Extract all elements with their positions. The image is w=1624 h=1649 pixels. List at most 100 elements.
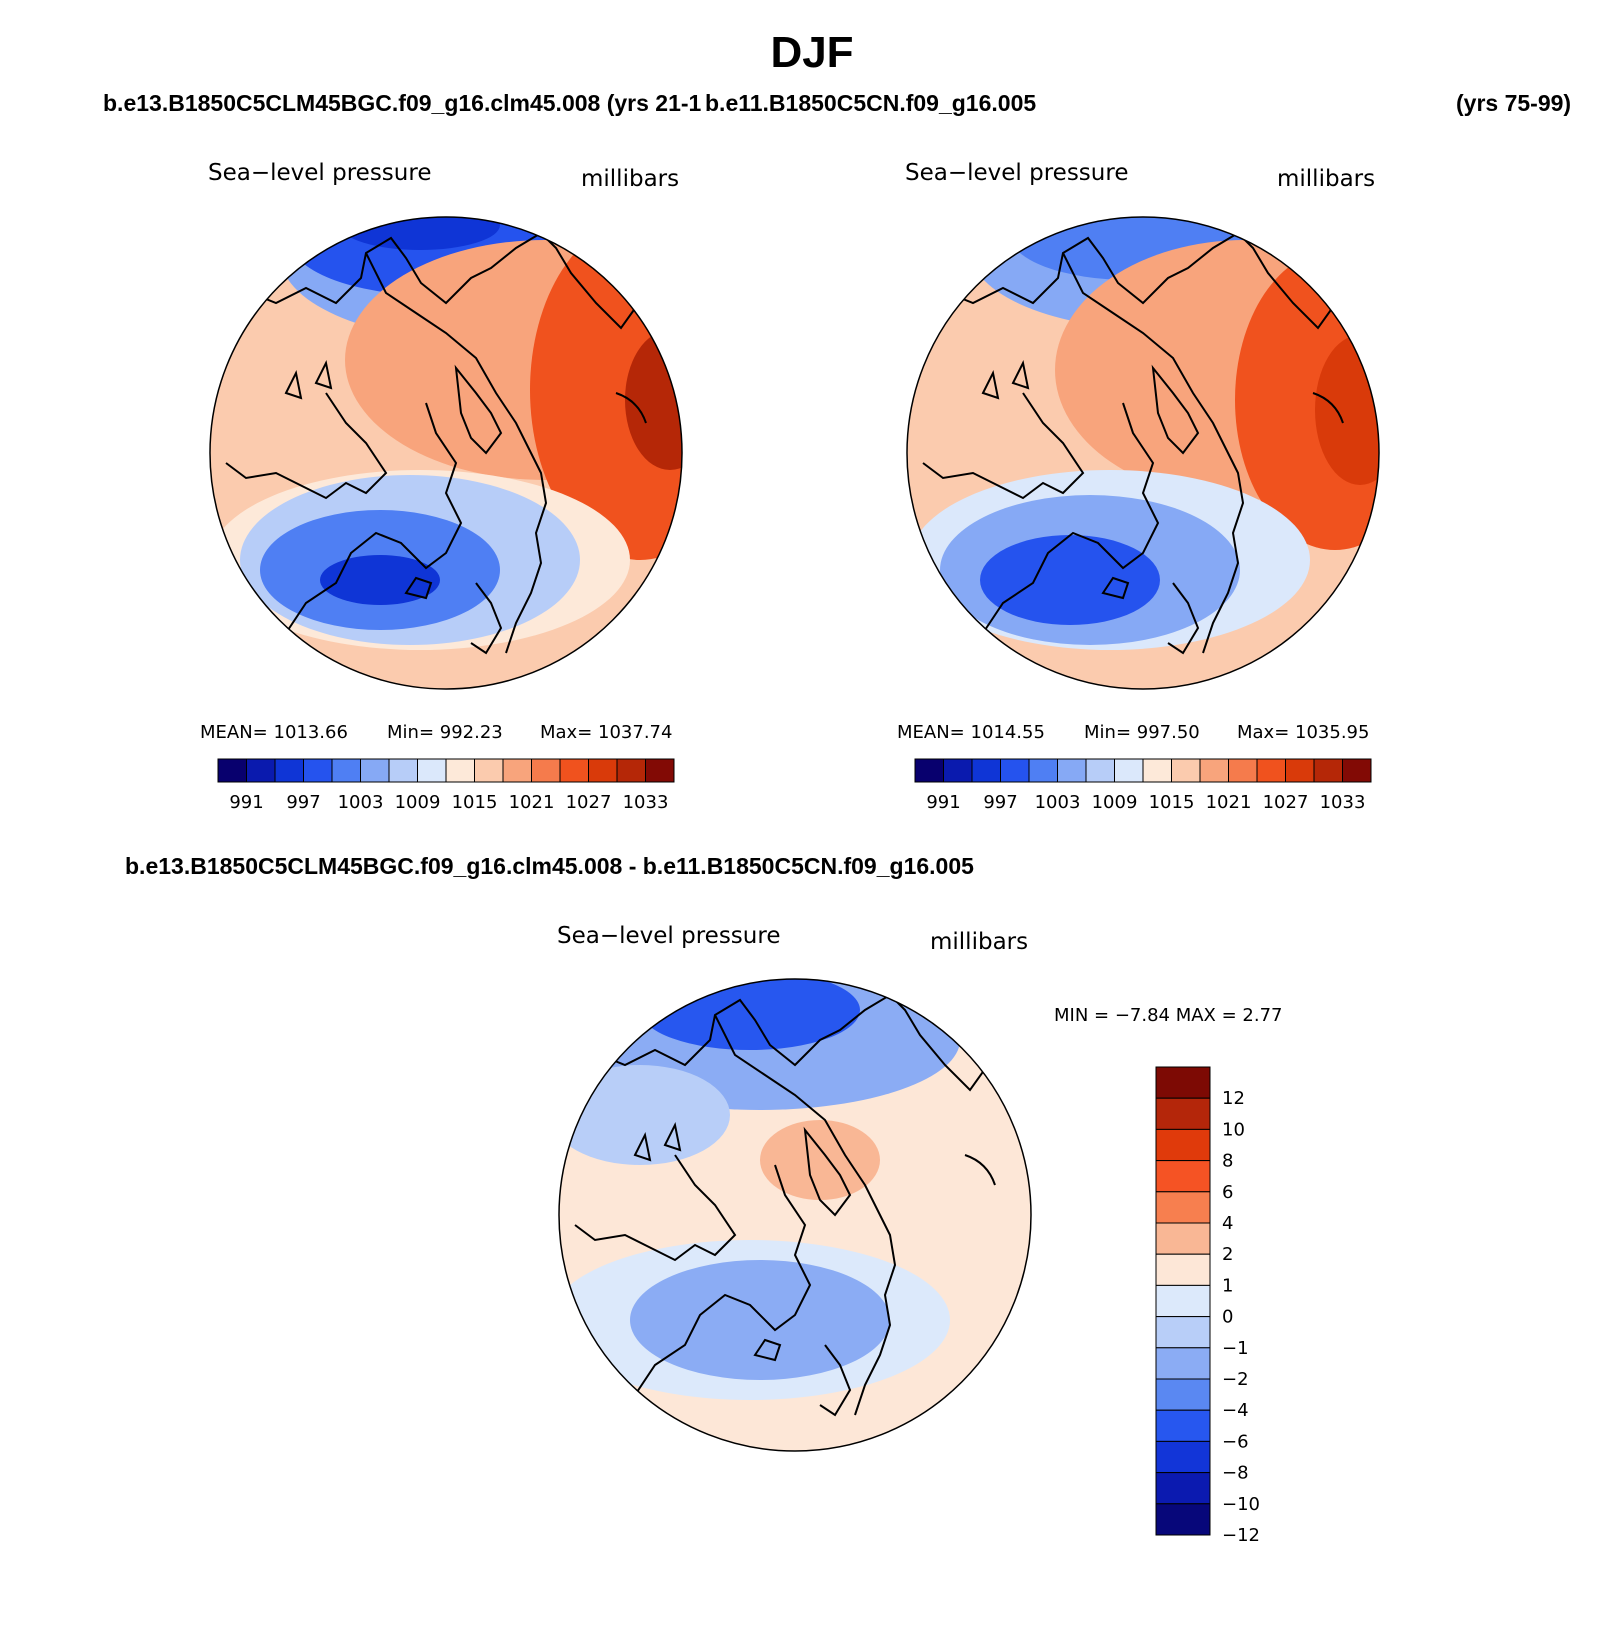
colorbar-diff-swatch xyxy=(1155,1066,1211,1099)
figure-title: DJF xyxy=(770,28,854,77)
colorbar-diff-swatch xyxy=(1155,1378,1211,1411)
colorbar-diff-tick-label: −6 xyxy=(1222,1431,1249,1452)
colorbar-diff-tick-label: −2 xyxy=(1222,1369,1249,1390)
colorbar-2-swatch xyxy=(1000,758,1030,783)
case2-years: (yrs 75-99) xyxy=(1456,90,1572,116)
colorbar-diff-swatch xyxy=(1155,1316,1211,1349)
colorbar-2-swatch xyxy=(1085,758,1115,783)
diff-title: b.e13.B1850C5CLM45BGC.f09_g16.clm45.008 … xyxy=(125,853,974,879)
colorbar-panel-2: 991 997 1003 1009 1015 1021 1027 1033 xyxy=(914,758,1372,813)
colorbar-2-tick-label: 1009 xyxy=(1092,792,1138,813)
colorbar-1-swatch xyxy=(474,758,504,783)
map-panel-1 xyxy=(209,216,683,690)
colorbar-1-tick-label: 991 xyxy=(229,792,263,813)
colorbar-1-tick-label: 1027 xyxy=(566,792,612,813)
colorbar-1-swatch xyxy=(502,758,532,783)
colorbar-diff-tick-label: 6 xyxy=(1222,1182,1233,1203)
diff-variable: Sea−level pressure xyxy=(557,923,781,949)
panel1-min: Min= 992.23 xyxy=(387,722,503,743)
colorbar-diff-tick-label: 0 xyxy=(1222,1307,1233,1328)
panel2-units: millibars xyxy=(1277,166,1376,192)
colorbar-diff-swatch xyxy=(1155,1503,1211,1536)
colorbar-diff-swatch xyxy=(1155,1128,1211,1162)
colorbar-1-tick-label: 1003 xyxy=(338,792,384,813)
colorbar-2-swatch xyxy=(1114,758,1144,783)
colorbar-diff-tick-label: 2 xyxy=(1222,1244,1233,1265)
colorbar-diff-tick-label: −4 xyxy=(1222,1400,1249,1421)
colorbar-diff-tick-label: −10 xyxy=(1222,1494,1260,1515)
panel1-mean: MEAN= 1013.66 xyxy=(200,722,348,743)
colorbar-2-swatch xyxy=(914,758,944,783)
colorbar-diff-tick-label: 8 xyxy=(1222,1151,1233,1172)
colorbar-diff-tick-label: −8 xyxy=(1222,1463,1249,1484)
colorbar-2-tick-label: 1027 xyxy=(1263,792,1309,813)
panel2-max: Max= 1035.95 xyxy=(1237,722,1370,743)
case1-title: b.e13.B1850C5CLM45BGC.f09_g16.clm45.008 … xyxy=(103,90,702,116)
colorbar-2-swatch xyxy=(1199,758,1229,783)
colorbar-2-swatch xyxy=(1228,758,1258,783)
colorbar-2-tick-label: 991 xyxy=(926,792,960,813)
case2-title: b.e11.B1850C5CN.f09_g16.005 xyxy=(705,90,1037,116)
colorbar-1-tick-label: 1021 xyxy=(509,792,555,813)
panel2-min: Min= 997.50 xyxy=(1084,722,1200,743)
colorbar-2-swatch xyxy=(1313,758,1343,783)
colorbar-1-swatch xyxy=(331,758,361,783)
panel1-max: Max= 1037.74 xyxy=(540,722,673,743)
colorbar-2-swatch xyxy=(1256,758,1286,783)
map-panel-2 xyxy=(906,216,1380,690)
colorbar-diff-swatch xyxy=(1155,1253,1211,1286)
colorbar-2-swatch xyxy=(943,758,973,783)
panel2-variable: Sea−level pressure xyxy=(905,160,1129,186)
colorbar-1-swatch xyxy=(388,758,418,783)
colorbar-diff-tick-label: 12 xyxy=(1222,1088,1245,1109)
colorbar-1-swatch xyxy=(217,758,247,783)
colorbar-2-tick-label: 1021 xyxy=(1206,792,1252,813)
colorbar-2-tick-label: 997 xyxy=(983,792,1017,813)
colorbar-2-swatch xyxy=(1057,758,1087,783)
colorbar-2-swatch xyxy=(1142,758,1172,783)
diff-minmax: MIN = −7.84 MAX = 2.77 xyxy=(1054,1005,1283,1026)
colorbar-1-tick-label: 1033 xyxy=(623,792,669,813)
colorbar-1-tick-label: 1015 xyxy=(452,792,498,813)
colorbar-2-tick-label: 1003 xyxy=(1035,792,1081,813)
colorbar-2-swatch xyxy=(1028,758,1058,783)
colorbar-1-swatch xyxy=(445,758,475,783)
panel1-variable: Sea−level pressure xyxy=(208,160,432,186)
colorbar-diff-tick-label: −12 xyxy=(1222,1525,1260,1546)
colorbar-2-tick-label: 1015 xyxy=(1149,792,1195,813)
colorbar-2-swatch xyxy=(1285,758,1315,783)
colorbar-diff-swatch xyxy=(1155,1191,1211,1224)
colorbar-diff-swatch xyxy=(1155,1440,1211,1474)
colorbar-1-swatch xyxy=(417,758,447,783)
colorbar-2-swatch xyxy=(1342,758,1372,783)
colorbar-1-swatch xyxy=(303,758,333,783)
colorbar-diff-tick-label: 10 xyxy=(1222,1119,1245,1140)
colorbar-diff-swatch xyxy=(1155,1472,1211,1505)
colorbar-diff-tick-label: −1 xyxy=(1222,1338,1249,1359)
colorbar-1-swatch xyxy=(616,758,646,783)
colorbar-1-swatch xyxy=(531,758,561,783)
colorbar-panel-1: 991 997 1003 1009 1015 1021 1027 1033 xyxy=(217,758,675,813)
colorbar-diff-swatch xyxy=(1155,1347,1211,1380)
colorbar-1-tick-label: 1009 xyxy=(395,792,441,813)
colorbar-1-swatch xyxy=(360,758,390,783)
colorbar-diff-swatch xyxy=(1155,1284,1211,1318)
colorbar-1-swatch xyxy=(246,758,276,783)
colorbar-diff-swatch xyxy=(1155,1097,1211,1130)
colorbar-2-swatch xyxy=(1171,758,1201,783)
colorbar-1-tick-label: 997 xyxy=(286,792,320,813)
colorbar-diff-tick-label: 1 xyxy=(1222,1275,1233,1296)
colorbar-2-tick-label: 1033 xyxy=(1320,792,1366,813)
map-panel-diff xyxy=(558,978,1032,1452)
colorbar-1-swatch xyxy=(588,758,618,783)
colorbar-diff-tick-label: 4 xyxy=(1222,1213,1233,1234)
diff-units: millibars xyxy=(930,929,1029,955)
colorbar-1-swatch xyxy=(645,758,675,783)
colorbar-diff-swatch xyxy=(1155,1160,1211,1193)
colorbar-1-swatch xyxy=(274,758,304,783)
colorbar-1-swatch xyxy=(559,758,589,783)
colorbar-2-swatch xyxy=(971,758,1001,783)
colorbar-diff-swatch xyxy=(1155,1222,1211,1255)
